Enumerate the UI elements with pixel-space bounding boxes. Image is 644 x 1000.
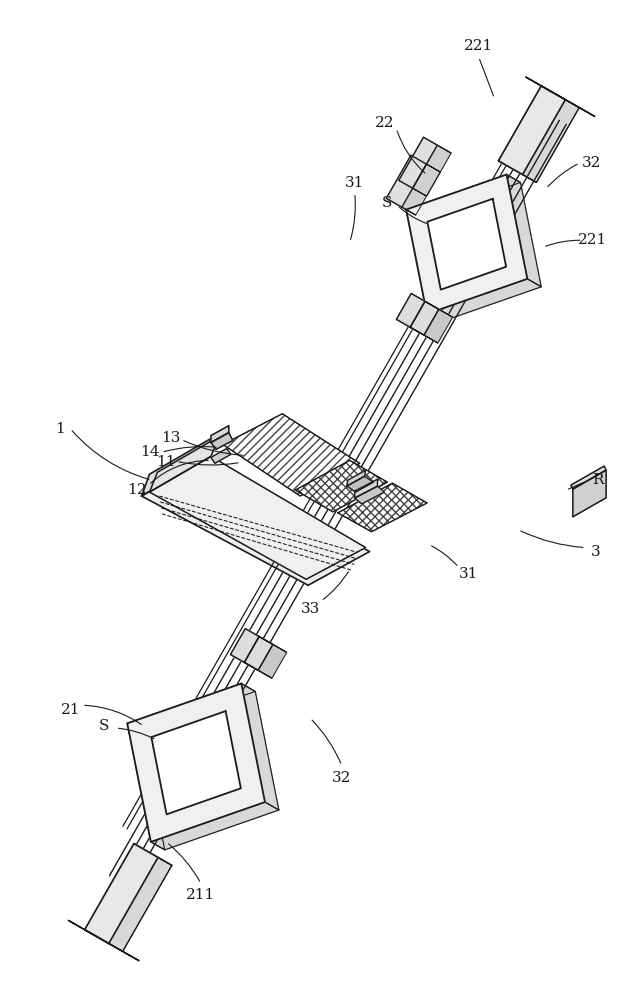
Polygon shape bbox=[386, 155, 425, 206]
Polygon shape bbox=[355, 479, 377, 498]
Text: 12: 12 bbox=[127, 483, 146, 497]
Polygon shape bbox=[410, 301, 439, 335]
Text: 221: 221 bbox=[578, 233, 607, 247]
Text: R: R bbox=[592, 473, 603, 487]
Polygon shape bbox=[244, 637, 273, 670]
Text: 21: 21 bbox=[61, 703, 80, 717]
Polygon shape bbox=[526, 77, 594, 116]
Polygon shape bbox=[427, 279, 541, 322]
Polygon shape bbox=[399, 137, 437, 188]
Polygon shape bbox=[109, 857, 172, 951]
Polygon shape bbox=[142, 460, 370, 585]
Polygon shape bbox=[128, 684, 255, 731]
Polygon shape bbox=[424, 309, 453, 343]
Polygon shape bbox=[85, 930, 122, 951]
Polygon shape bbox=[399, 137, 437, 188]
Polygon shape bbox=[498, 86, 565, 175]
Polygon shape bbox=[406, 210, 440, 322]
Text: S: S bbox=[99, 719, 109, 733]
Polygon shape bbox=[355, 486, 384, 504]
Polygon shape bbox=[141, 691, 279, 850]
Text: 11: 11 bbox=[156, 455, 176, 469]
Text: 221: 221 bbox=[464, 39, 493, 53]
Polygon shape bbox=[244, 662, 272, 678]
Polygon shape bbox=[522, 100, 579, 182]
Polygon shape bbox=[231, 629, 259, 662]
Polygon shape bbox=[411, 155, 440, 172]
Polygon shape bbox=[513, 94, 579, 182]
Polygon shape bbox=[441, 207, 520, 298]
Polygon shape bbox=[259, 637, 287, 652]
Polygon shape bbox=[211, 433, 232, 449]
Text: 14: 14 bbox=[140, 445, 159, 459]
Text: 1: 1 bbox=[55, 422, 65, 436]
Polygon shape bbox=[258, 644, 287, 678]
Polygon shape bbox=[397, 294, 425, 327]
Polygon shape bbox=[428, 199, 506, 290]
Polygon shape bbox=[245, 629, 273, 644]
Polygon shape bbox=[134, 844, 172, 865]
Polygon shape bbox=[231, 629, 259, 662]
Polygon shape bbox=[386, 198, 416, 215]
Polygon shape bbox=[420, 182, 541, 322]
Polygon shape bbox=[142, 439, 211, 496]
Text: 31: 31 bbox=[345, 176, 365, 190]
Polygon shape bbox=[573, 470, 606, 517]
Polygon shape bbox=[410, 327, 438, 343]
Polygon shape bbox=[411, 294, 439, 309]
Polygon shape bbox=[211, 448, 231, 463]
Text: 32: 32 bbox=[582, 156, 601, 170]
Polygon shape bbox=[410, 301, 439, 335]
Text: 3: 3 bbox=[591, 545, 600, 559]
Polygon shape bbox=[346, 470, 366, 486]
Polygon shape bbox=[85, 844, 147, 938]
Polygon shape bbox=[242, 684, 279, 810]
Polygon shape bbox=[397, 319, 424, 335]
Polygon shape bbox=[149, 456, 366, 579]
Polygon shape bbox=[99, 852, 172, 951]
Polygon shape bbox=[406, 175, 527, 314]
Polygon shape bbox=[244, 637, 273, 670]
Polygon shape bbox=[151, 802, 279, 850]
Text: 211: 211 bbox=[186, 888, 216, 902]
Polygon shape bbox=[399, 180, 426, 196]
Polygon shape bbox=[244, 637, 273, 670]
Polygon shape bbox=[85, 844, 158, 943]
Polygon shape bbox=[151, 711, 241, 814]
Polygon shape bbox=[406, 175, 520, 218]
Polygon shape bbox=[68, 920, 139, 961]
Polygon shape bbox=[231, 655, 258, 670]
Text: 33: 33 bbox=[301, 602, 319, 616]
Polygon shape bbox=[498, 86, 555, 169]
Polygon shape bbox=[413, 145, 451, 196]
Polygon shape bbox=[128, 723, 165, 850]
Text: 32: 32 bbox=[332, 771, 352, 785]
Polygon shape bbox=[346, 476, 374, 492]
Polygon shape bbox=[507, 175, 541, 287]
Polygon shape bbox=[386, 155, 426, 207]
Text: S: S bbox=[383, 196, 393, 210]
Text: 13: 13 bbox=[162, 431, 181, 445]
Text: 31: 31 bbox=[459, 567, 478, 581]
Polygon shape bbox=[166, 719, 255, 822]
Polygon shape bbox=[571, 466, 606, 489]
Polygon shape bbox=[425, 301, 453, 317]
Polygon shape bbox=[128, 684, 265, 842]
Polygon shape bbox=[397, 294, 425, 327]
Polygon shape bbox=[211, 426, 229, 443]
Polygon shape bbox=[498, 161, 536, 182]
Polygon shape bbox=[410, 301, 439, 335]
Polygon shape bbox=[541, 86, 579, 108]
Polygon shape bbox=[149, 437, 219, 492]
Polygon shape bbox=[402, 164, 440, 215]
Polygon shape bbox=[424, 137, 451, 153]
Text: 22: 22 bbox=[375, 116, 394, 130]
